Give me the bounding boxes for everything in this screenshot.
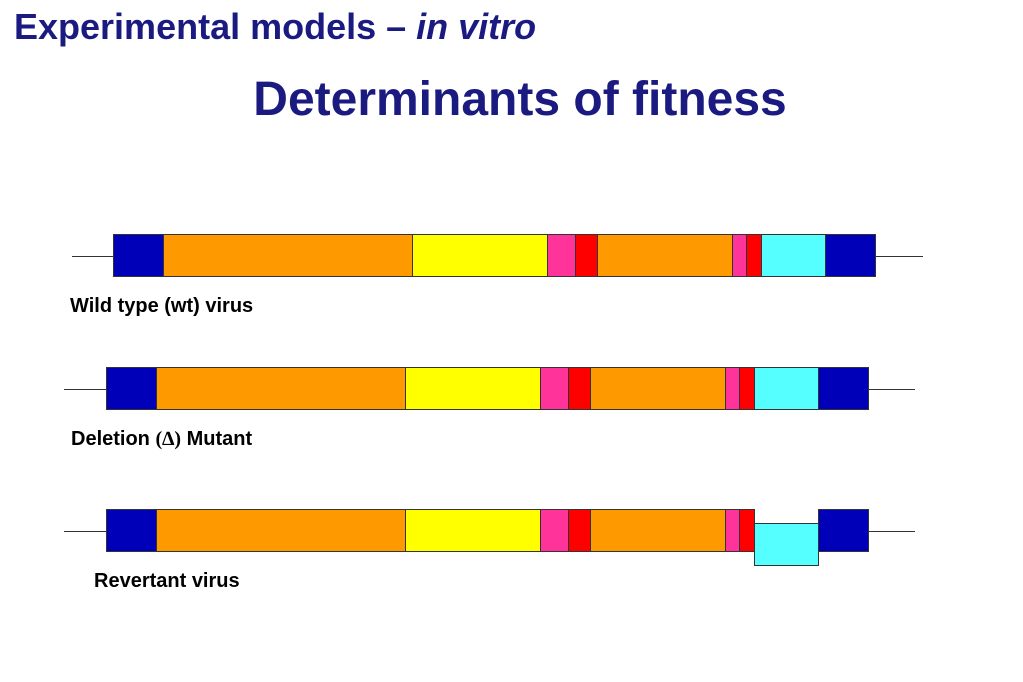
segment-dark-blue [825,234,876,277]
segment-pink [540,367,569,410]
segment-cyan [761,234,826,277]
segment-dark-blue [818,367,869,410]
heading-text: Experimental models – [14,6,417,47]
segment-orange [590,367,726,410]
segment-red [746,234,762,277]
heading-italic: in vitro [416,6,537,47]
segment-pink [547,234,576,277]
segment-pink [732,234,747,277]
segment-red [575,234,598,277]
segment-red [739,509,755,552]
segment-dark-blue [113,234,164,277]
segment-dark-blue [818,509,869,552]
segment-dark-blue [106,367,157,410]
segment-yellow [405,367,541,410]
segment-pink [540,509,569,552]
deletion-label-after: Mutant [181,428,253,450]
segment-orange [590,509,726,552]
revertant-label: Revertant virus [94,570,240,592]
segment-orange [156,367,406,410]
segment-dark-blue [106,509,157,552]
segment-orange [156,509,406,552]
slide-title: Determinants of fitness [253,73,787,126]
segment-pink [725,509,740,552]
deletion-mutant-label: Deletion (∆) Mutant [71,428,252,451]
segment-pink [725,367,740,410]
segment-cyan [754,523,819,566]
deletion-label-before: Deletion [71,428,156,450]
segment-cyan [754,367,819,410]
segment-orange [597,234,733,277]
segment-yellow [412,234,548,277]
segment-orange [163,234,413,277]
segment-red [568,367,591,410]
segment-yellow [405,509,541,552]
segment-red [568,509,591,552]
wild-type-label: Wild type (wt) virus [70,295,254,317]
segment-red [739,367,755,410]
slide-heading: Experimental models – in vitro [14,6,536,48]
delta-symbol: (∆) [155,428,182,450]
